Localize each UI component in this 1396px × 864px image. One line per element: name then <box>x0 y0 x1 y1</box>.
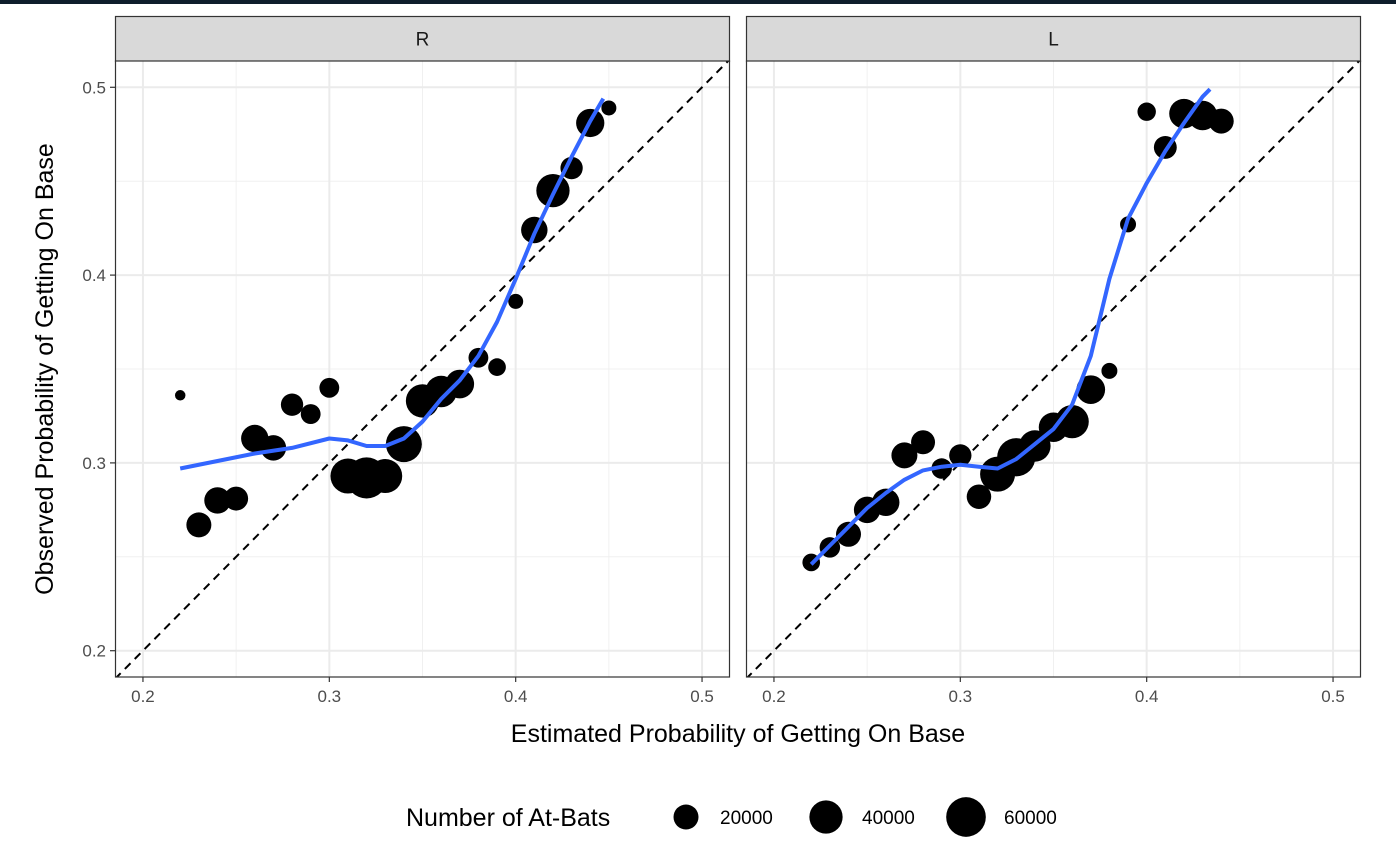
data-point <box>966 484 992 509</box>
data-point <box>385 426 422 463</box>
data-point <box>891 442 918 469</box>
data-point <box>204 487 231 514</box>
plot-area <box>115 61 730 677</box>
y-axis-title: Observed Probability of Getting On Base <box>31 143 59 595</box>
data-point <box>260 435 287 461</box>
data-point <box>368 459 403 494</box>
y-tick-label: 0.4 <box>82 266 106 285</box>
x-tick-label: 0.5 <box>690 687 714 706</box>
data-point <box>836 521 861 547</box>
data-point <box>224 486 249 511</box>
data-point <box>1208 108 1234 134</box>
x-axis-title: Estimated Probability of Getting On Base <box>511 720 965 748</box>
data-point <box>949 444 972 467</box>
data-point <box>1076 375 1106 404</box>
panels-layer: R 0.2 0.3 0.4 0.5 0.2 0.3 0.4 0.5 L 0.2 0.3 0.4 0.5 <box>82 15 1362 706</box>
size-legend: Number of At-Bats 20000 40000 60000 <box>406 797 1057 837</box>
plot-area <box>746 61 1361 677</box>
panel-r: R 0.2 0.3 0.4 0.5 0.2 0.3 0.4 0.5 <box>82 15 731 706</box>
x-tick-label: 0.3 <box>317 687 341 706</box>
x-tick-label: 0.3 <box>948 687 972 706</box>
data-point <box>300 404 321 424</box>
smooth-line <box>809 87 1212 566</box>
x-tick-label: 0.4 <box>1135 687 1159 706</box>
data-point <box>319 377 340 398</box>
legend-title: Number of At-Bats <box>406 804 610 832</box>
reference-line <box>746 61 1361 677</box>
data-point <box>508 293 524 309</box>
facet-strip-label: L <box>1048 30 1059 51</box>
data-point <box>911 430 936 455</box>
data-point <box>1101 362 1118 379</box>
legend-entries: 20000 40000 60000 <box>673 797 1057 837</box>
y-tick-label: 0.3 <box>82 454 106 473</box>
facet-strip-label: R <box>416 30 430 51</box>
legend-label: 20000 <box>720 808 773 829</box>
legend-label: 40000 <box>862 808 915 829</box>
data-point <box>280 393 304 416</box>
panel-border <box>745 60 1362 678</box>
x-tick-label: 0.4 <box>504 687 528 706</box>
y-tick-label: 0.5 <box>82 78 106 97</box>
x-tick-label: 0.5 <box>1321 687 1345 706</box>
data-point <box>186 512 212 538</box>
data-point <box>872 488 900 517</box>
data-point <box>560 156 583 180</box>
x-tick-label: 0.2 <box>131 687 155 706</box>
reference-line <box>115 61 730 677</box>
data-point <box>445 369 475 399</box>
panel-l: L 0.2 0.3 0.4 0.5 <box>745 15 1362 706</box>
legend-key <box>809 800 843 834</box>
data-point <box>488 358 506 376</box>
top-window-bar <box>0 0 1396 4</box>
legend-key <box>946 797 986 837</box>
legend-key <box>673 804 699 830</box>
legend-label: 60000 <box>1004 808 1057 829</box>
panel-border <box>114 60 731 678</box>
y-tick-label: 0.2 <box>82 642 106 661</box>
data-point <box>1137 102 1156 121</box>
data-point <box>174 390 186 401</box>
x-tick-label: 0.2 <box>762 687 786 706</box>
data-point <box>601 100 617 116</box>
smooth-line <box>179 97 606 471</box>
